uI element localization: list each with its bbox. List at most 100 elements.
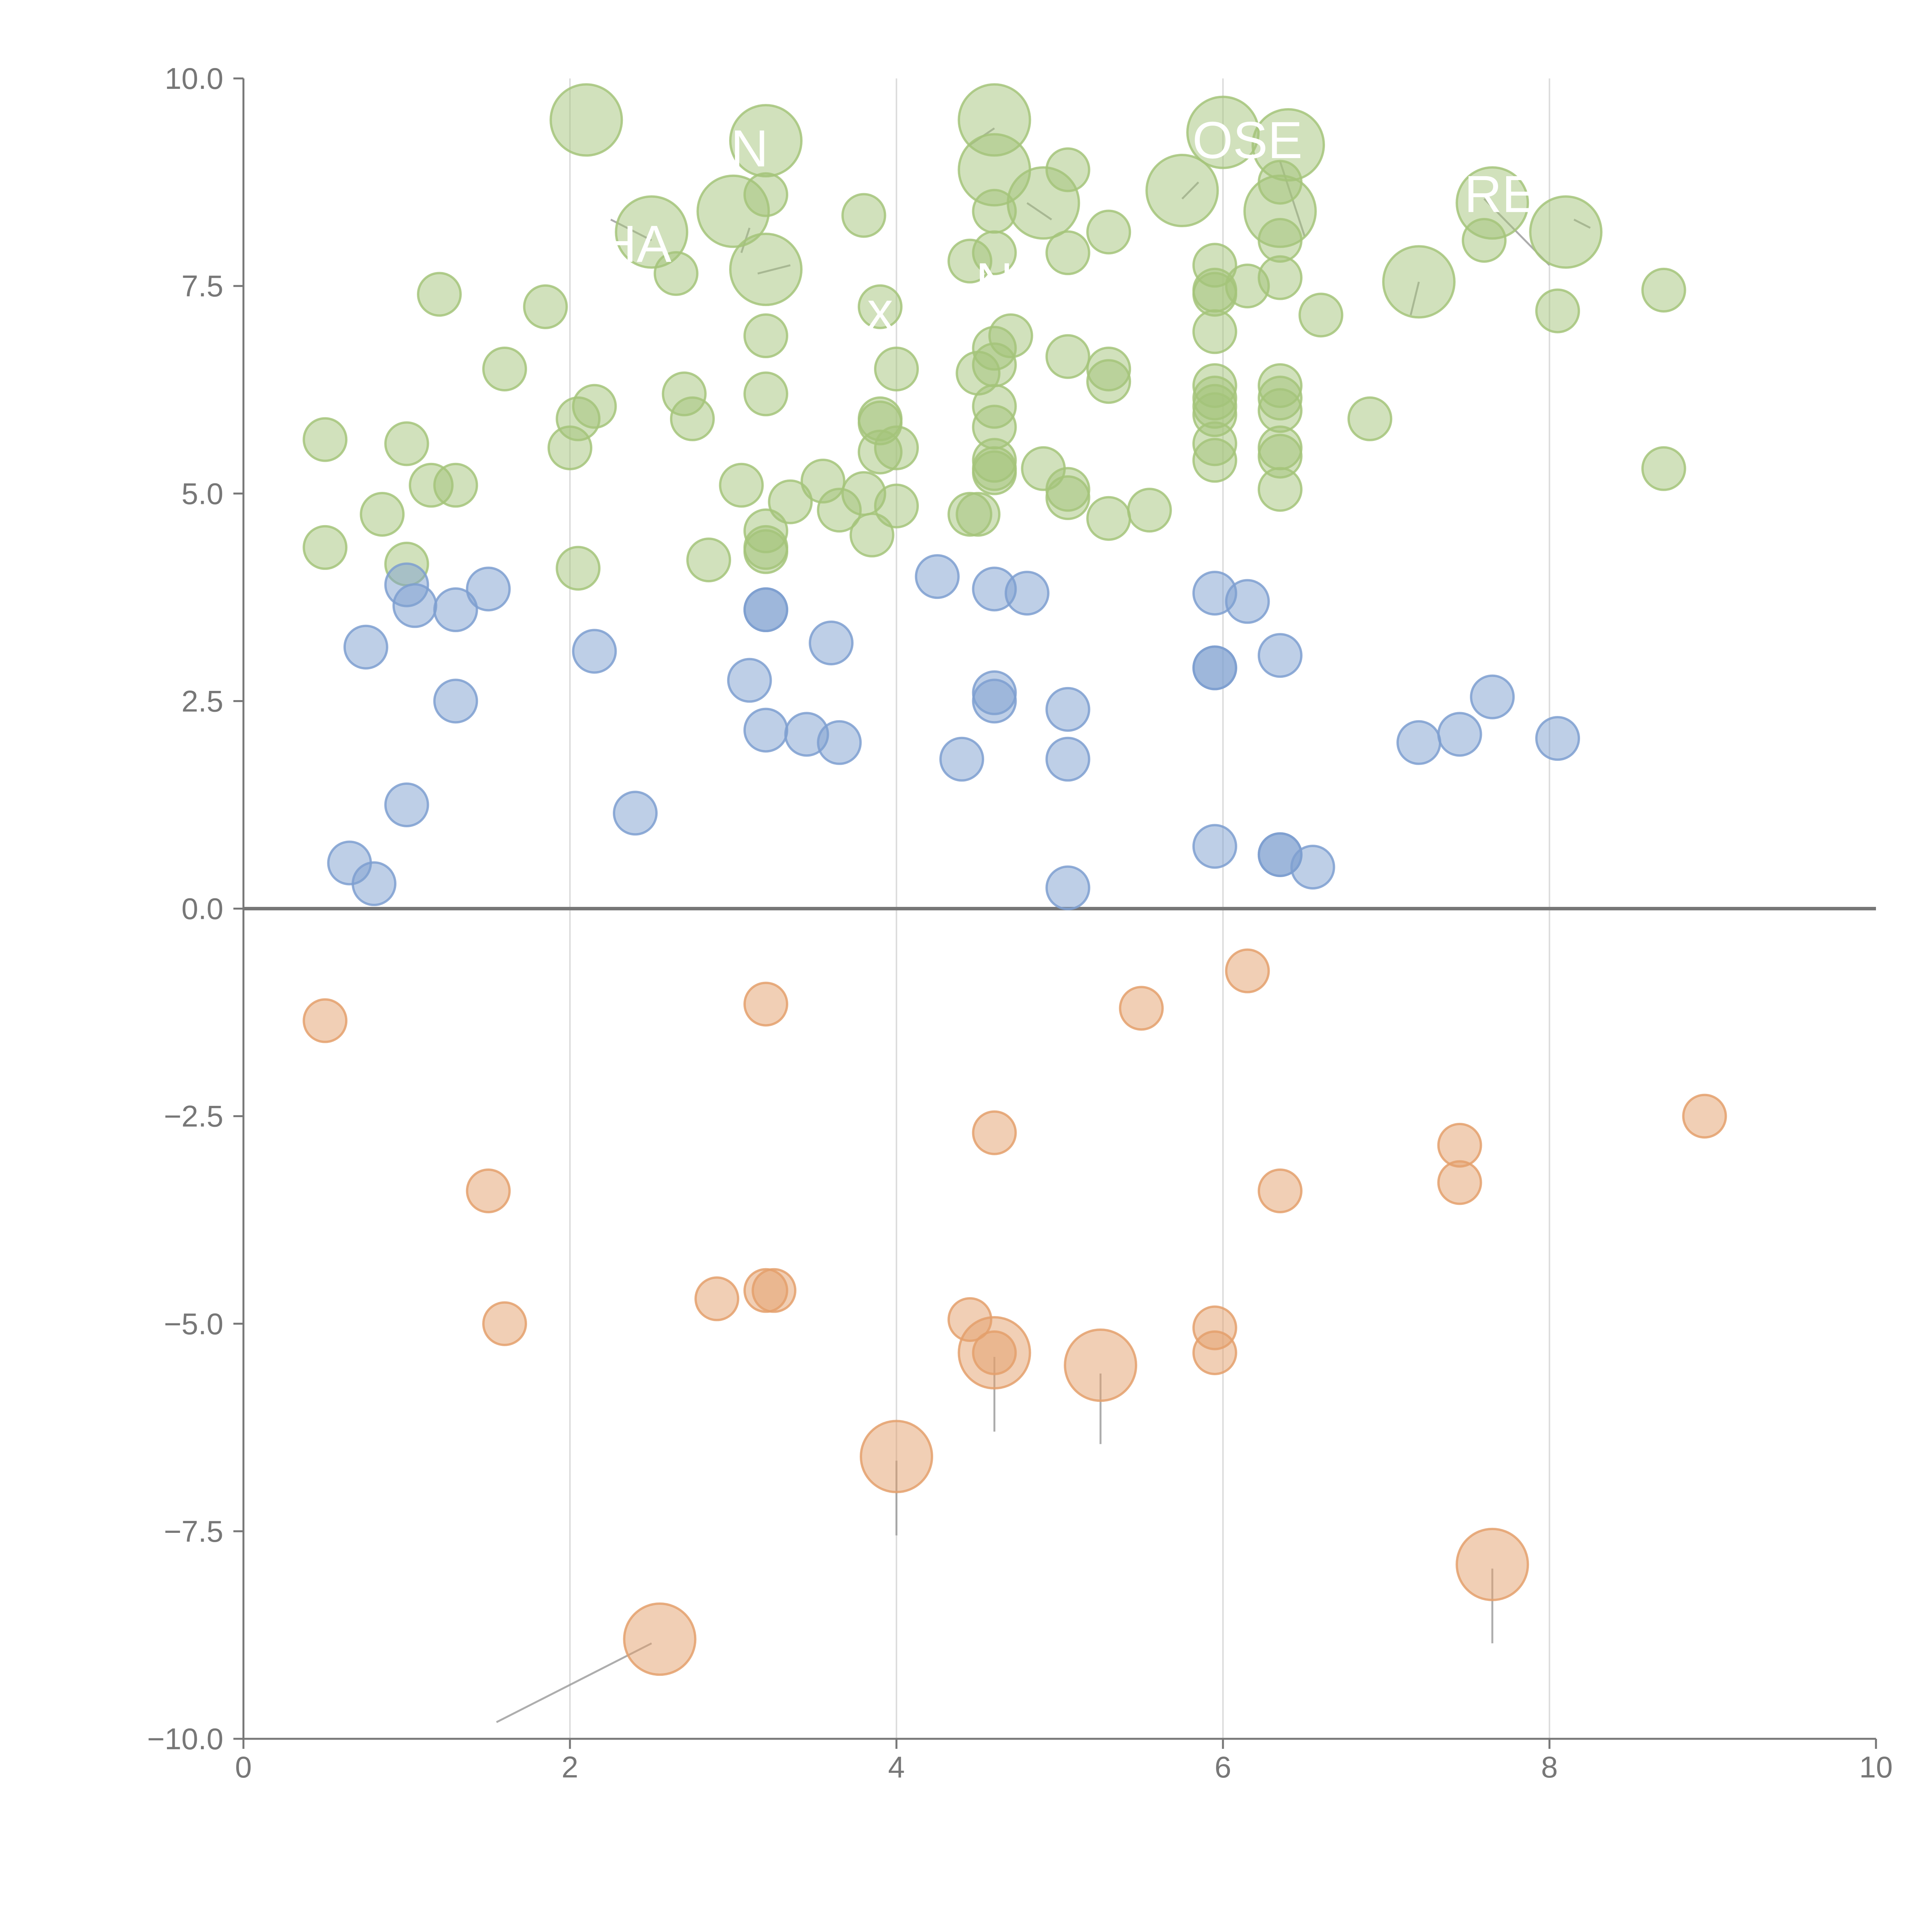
orange-bubble: [466, 1168, 511, 1213]
blue-bubble: [392, 583, 437, 628]
green-bubble: [615, 195, 689, 269]
green-bubble: [1045, 147, 1090, 192]
green-bubble: [1535, 288, 1580, 333]
green-bubble: [743, 529, 788, 574]
green-bubble: [417, 272, 462, 317]
x-tick-label: 4: [888, 1750, 905, 1784]
green-bubble: [1462, 218, 1507, 263]
orange-bubble: [623, 1602, 697, 1676]
green-bubble: [729, 233, 803, 306]
leader-lines: [496, 127, 1591, 1723]
bubble-label: HA: [599, 215, 672, 273]
green-bubble: [947, 238, 993, 284]
green-bubble: [1257, 255, 1303, 300]
green-bubble: [1641, 446, 1686, 491]
blue-bubble: [1045, 687, 1090, 732]
green-bubble: [360, 492, 405, 537]
x-tick-label: 2: [561, 1750, 578, 1784]
blue-bubble: [1396, 720, 1441, 765]
blue-bubble: [1192, 824, 1237, 869]
blue-bubble: [727, 658, 772, 703]
green-bubble: [972, 450, 1017, 495]
green-bubble: [303, 417, 348, 462]
y-tick-label: 0.0: [182, 892, 223, 926]
green-bubble: [549, 83, 623, 157]
green-bubble: [1127, 488, 1172, 533]
green-bubble: [1192, 438, 1237, 483]
blue-bubble: [939, 736, 984, 782]
green-bubble: [653, 251, 699, 296]
bubble-label: N: [731, 119, 769, 178]
bubble-label: OSE: [1192, 111, 1303, 169]
green-bubble: [303, 525, 348, 570]
blue-bubble: [972, 679, 1017, 724]
blue-bubble: [1470, 674, 1515, 719]
green-bubble: [433, 463, 478, 508]
y-tick-label: 10.0: [165, 61, 223, 95]
green-bubble: [1045, 475, 1090, 520]
orange-bubble: [860, 1420, 933, 1493]
blue-bubble: [1437, 712, 1482, 757]
green-bubble: [1257, 388, 1303, 433]
leader-line: [496, 1642, 652, 1723]
bubbles: [303, 83, 1727, 1676]
green-bubble: [1257, 160, 1303, 205]
blue-bubble: [1045, 865, 1090, 910]
blue-bubble: [809, 620, 854, 665]
green-bubble: [1529, 195, 1603, 269]
blue-bubble: [433, 587, 478, 633]
green-bubble: [384, 421, 429, 466]
x-tick-label: 6: [1214, 1750, 1231, 1784]
green-bubble: [956, 492, 1001, 537]
blue-bubble: [613, 791, 658, 836]
green-bubble: [572, 384, 617, 429]
blue-bubble: [352, 861, 396, 906]
green-bubble: [1045, 334, 1090, 379]
orange-bubble: [303, 998, 348, 1043]
green-bubble: [857, 284, 903, 329]
blue-bubble: [743, 587, 788, 633]
green-bubble: [841, 193, 886, 238]
orange-bubble: [482, 1301, 527, 1346]
orange-bubble: [972, 1110, 1017, 1155]
blue-bubble: [743, 707, 788, 753]
green-bubble: [482, 346, 527, 391]
bubble-label: RE: [1464, 165, 1537, 223]
green-bubble: [1347, 396, 1393, 441]
y-tick-label: −2.5: [164, 1099, 223, 1133]
orange-bubble: [1064, 1328, 1138, 1402]
orange-bubble: [1192, 1330, 1237, 1375]
green-bubble: [670, 396, 715, 441]
blue-bubble: [1257, 633, 1303, 678]
green-bubble: [874, 425, 919, 471]
green-bubble: [1045, 230, 1090, 276]
green-bubble: [1086, 209, 1131, 255]
blue-bubble: [1535, 716, 1580, 761]
green-bubble: [686, 537, 731, 583]
y-tick-label: 5.0: [182, 476, 223, 510]
blue-bubble: [1045, 736, 1090, 782]
bubble-label: N: [976, 252, 1014, 310]
blue-bubble: [1192, 645, 1237, 690]
x-tick-label: 0: [235, 1750, 252, 1784]
blue-bubble: [433, 679, 478, 724]
orange-bubble: [694, 1276, 740, 1321]
green-bubble: [1257, 218, 1303, 263]
bubble-labels: N OSE HA RE Nx: [599, 111, 1537, 339]
orange-bubble: [1437, 1122, 1482, 1168]
y-tick-label: −7.5: [164, 1514, 223, 1548]
x-tick-label: 8: [1541, 1750, 1558, 1784]
orange-bubble: [1225, 948, 1270, 993]
y-tick-label: −5.0: [164, 1307, 223, 1341]
blue-bubble: [466, 566, 511, 612]
green-bubble: [743, 313, 788, 359]
green-bubble: [1086, 496, 1131, 541]
green-bubble: [743, 371, 788, 417]
orange-bubble: [1119, 986, 1164, 1031]
tick-marks-and-labels: 0 2 4 6 8 10 10.0 7.5 5.0 2.5 0.0 −2.5 −5.0 −7.5 −10.0: [147, 61, 1893, 1784]
y-tick-label: 2.5: [182, 684, 223, 718]
orange-bubble: [1682, 1094, 1727, 1139]
blue-bubble: [1290, 845, 1335, 890]
green-bubble: [556, 546, 601, 591]
